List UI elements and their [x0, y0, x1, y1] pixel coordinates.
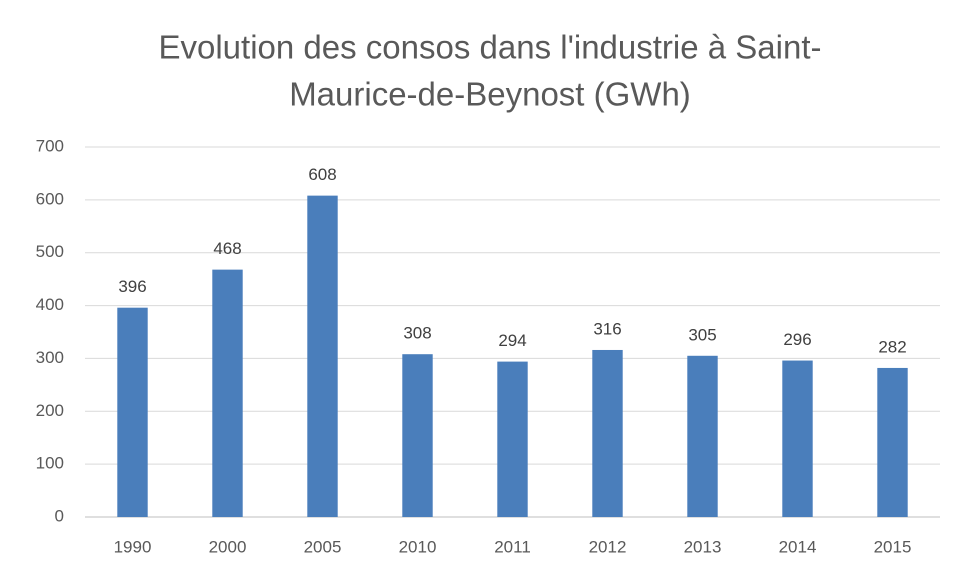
y-tick-label: 0 — [55, 506, 64, 525]
data-label: 608 — [308, 165, 336, 184]
bar — [307, 195, 338, 517]
y-tick-label: 200 — [36, 401, 64, 420]
x-tick-label: 2010 — [399, 537, 437, 556]
bar — [497, 361, 528, 517]
bar — [212, 269, 243, 517]
y-tick-label: 100 — [36, 454, 64, 473]
y-tick-label: 400 — [36, 295, 64, 314]
x-tick-label: 2014 — [779, 537, 817, 556]
bar — [402, 354, 433, 517]
data-label: 305 — [688, 325, 716, 344]
x-tick-label: 1990 — [114, 537, 152, 556]
data-label: 282 — [878, 337, 906, 356]
data-label: 316 — [593, 319, 621, 338]
bar — [592, 349, 623, 517]
x-tick-label: 2000 — [209, 537, 247, 556]
y-tick-label: 500 — [36, 242, 64, 261]
bar — [687, 355, 718, 517]
x-tick-label: 2011 — [494, 537, 531, 556]
x-tick-label: 2013 — [684, 537, 722, 556]
data-label: 308 — [403, 324, 431, 343]
y-tick-label: 300 — [36, 348, 64, 367]
x-tick-label: 2005 — [304, 537, 342, 556]
data-label: 294 — [498, 331, 526, 350]
chart-title: Maurice-de-Beynost (GWh) — [289, 76, 691, 113]
x-tick-label: 2012 — [589, 537, 627, 556]
x-tick-label: 2015 — [874, 537, 912, 556]
y-tick-label: 700 — [36, 136, 64, 155]
bar — [782, 360, 813, 517]
data-label: 396 — [118, 277, 146, 296]
data-label: 296 — [783, 330, 811, 349]
chart-title: Evolution des consos dans l'industrie à … — [158, 29, 821, 66]
y-tick-label: 600 — [36, 189, 64, 208]
data-label: 468 — [213, 239, 241, 258]
bar — [877, 367, 908, 517]
bar — [117, 307, 148, 517]
